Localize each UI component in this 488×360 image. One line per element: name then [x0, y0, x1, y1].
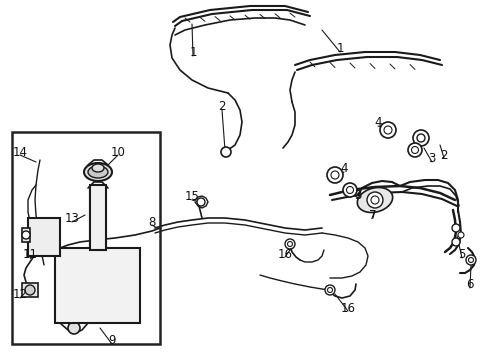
Circle shape: [407, 143, 421, 157]
Bar: [22, 228, 30, 242]
Circle shape: [221, 147, 230, 157]
Bar: [90, 185, 106, 250]
Circle shape: [411, 147, 418, 153]
Bar: [22, 283, 38, 297]
Text: 9: 9: [108, 333, 116, 346]
Text: 8: 8: [148, 216, 155, 229]
Text: 10: 10: [110, 145, 125, 158]
Text: 2: 2: [439, 149, 447, 162]
Ellipse shape: [84, 163, 112, 181]
Ellipse shape: [92, 164, 104, 172]
Text: 16: 16: [340, 302, 355, 315]
Circle shape: [326, 167, 342, 183]
Circle shape: [285, 239, 294, 249]
Circle shape: [342, 183, 356, 197]
Text: 1: 1: [336, 41, 343, 54]
Text: 4: 4: [373, 116, 381, 129]
Circle shape: [465, 255, 475, 265]
Text: 13: 13: [64, 212, 79, 225]
Text: 3: 3: [354, 189, 361, 202]
Circle shape: [325, 285, 334, 295]
Text: 12: 12: [13, 288, 27, 302]
Circle shape: [457, 232, 463, 238]
Bar: [12, 132, 160, 344]
Circle shape: [451, 238, 459, 246]
Text: 16: 16: [277, 248, 292, 261]
Circle shape: [451, 224, 459, 232]
Circle shape: [287, 242, 292, 247]
Circle shape: [379, 122, 395, 138]
Circle shape: [366, 192, 382, 208]
Ellipse shape: [88, 166, 108, 178]
Text: 11: 11: [22, 248, 38, 261]
Circle shape: [346, 186, 353, 194]
Text: 7: 7: [368, 208, 376, 221]
Circle shape: [383, 126, 391, 134]
Bar: [28, 218, 60, 256]
Circle shape: [416, 134, 424, 142]
Circle shape: [370, 196, 378, 204]
Circle shape: [330, 171, 338, 179]
Circle shape: [468, 257, 472, 262]
Bar: [55, 248, 140, 323]
Text: 5: 5: [457, 248, 465, 261]
Text: 3: 3: [427, 152, 435, 165]
Circle shape: [25, 285, 35, 295]
Text: 4: 4: [340, 162, 347, 175]
Text: 15: 15: [184, 189, 199, 202]
Ellipse shape: [357, 188, 392, 212]
Text: 14: 14: [13, 145, 27, 158]
Circle shape: [197, 198, 204, 206]
Text: 1: 1: [189, 45, 196, 59]
Circle shape: [412, 130, 428, 146]
Circle shape: [68, 322, 80, 334]
Circle shape: [22, 231, 30, 239]
Circle shape: [327, 288, 332, 292]
Text: 2: 2: [218, 99, 225, 113]
Text: 6: 6: [465, 279, 473, 292]
